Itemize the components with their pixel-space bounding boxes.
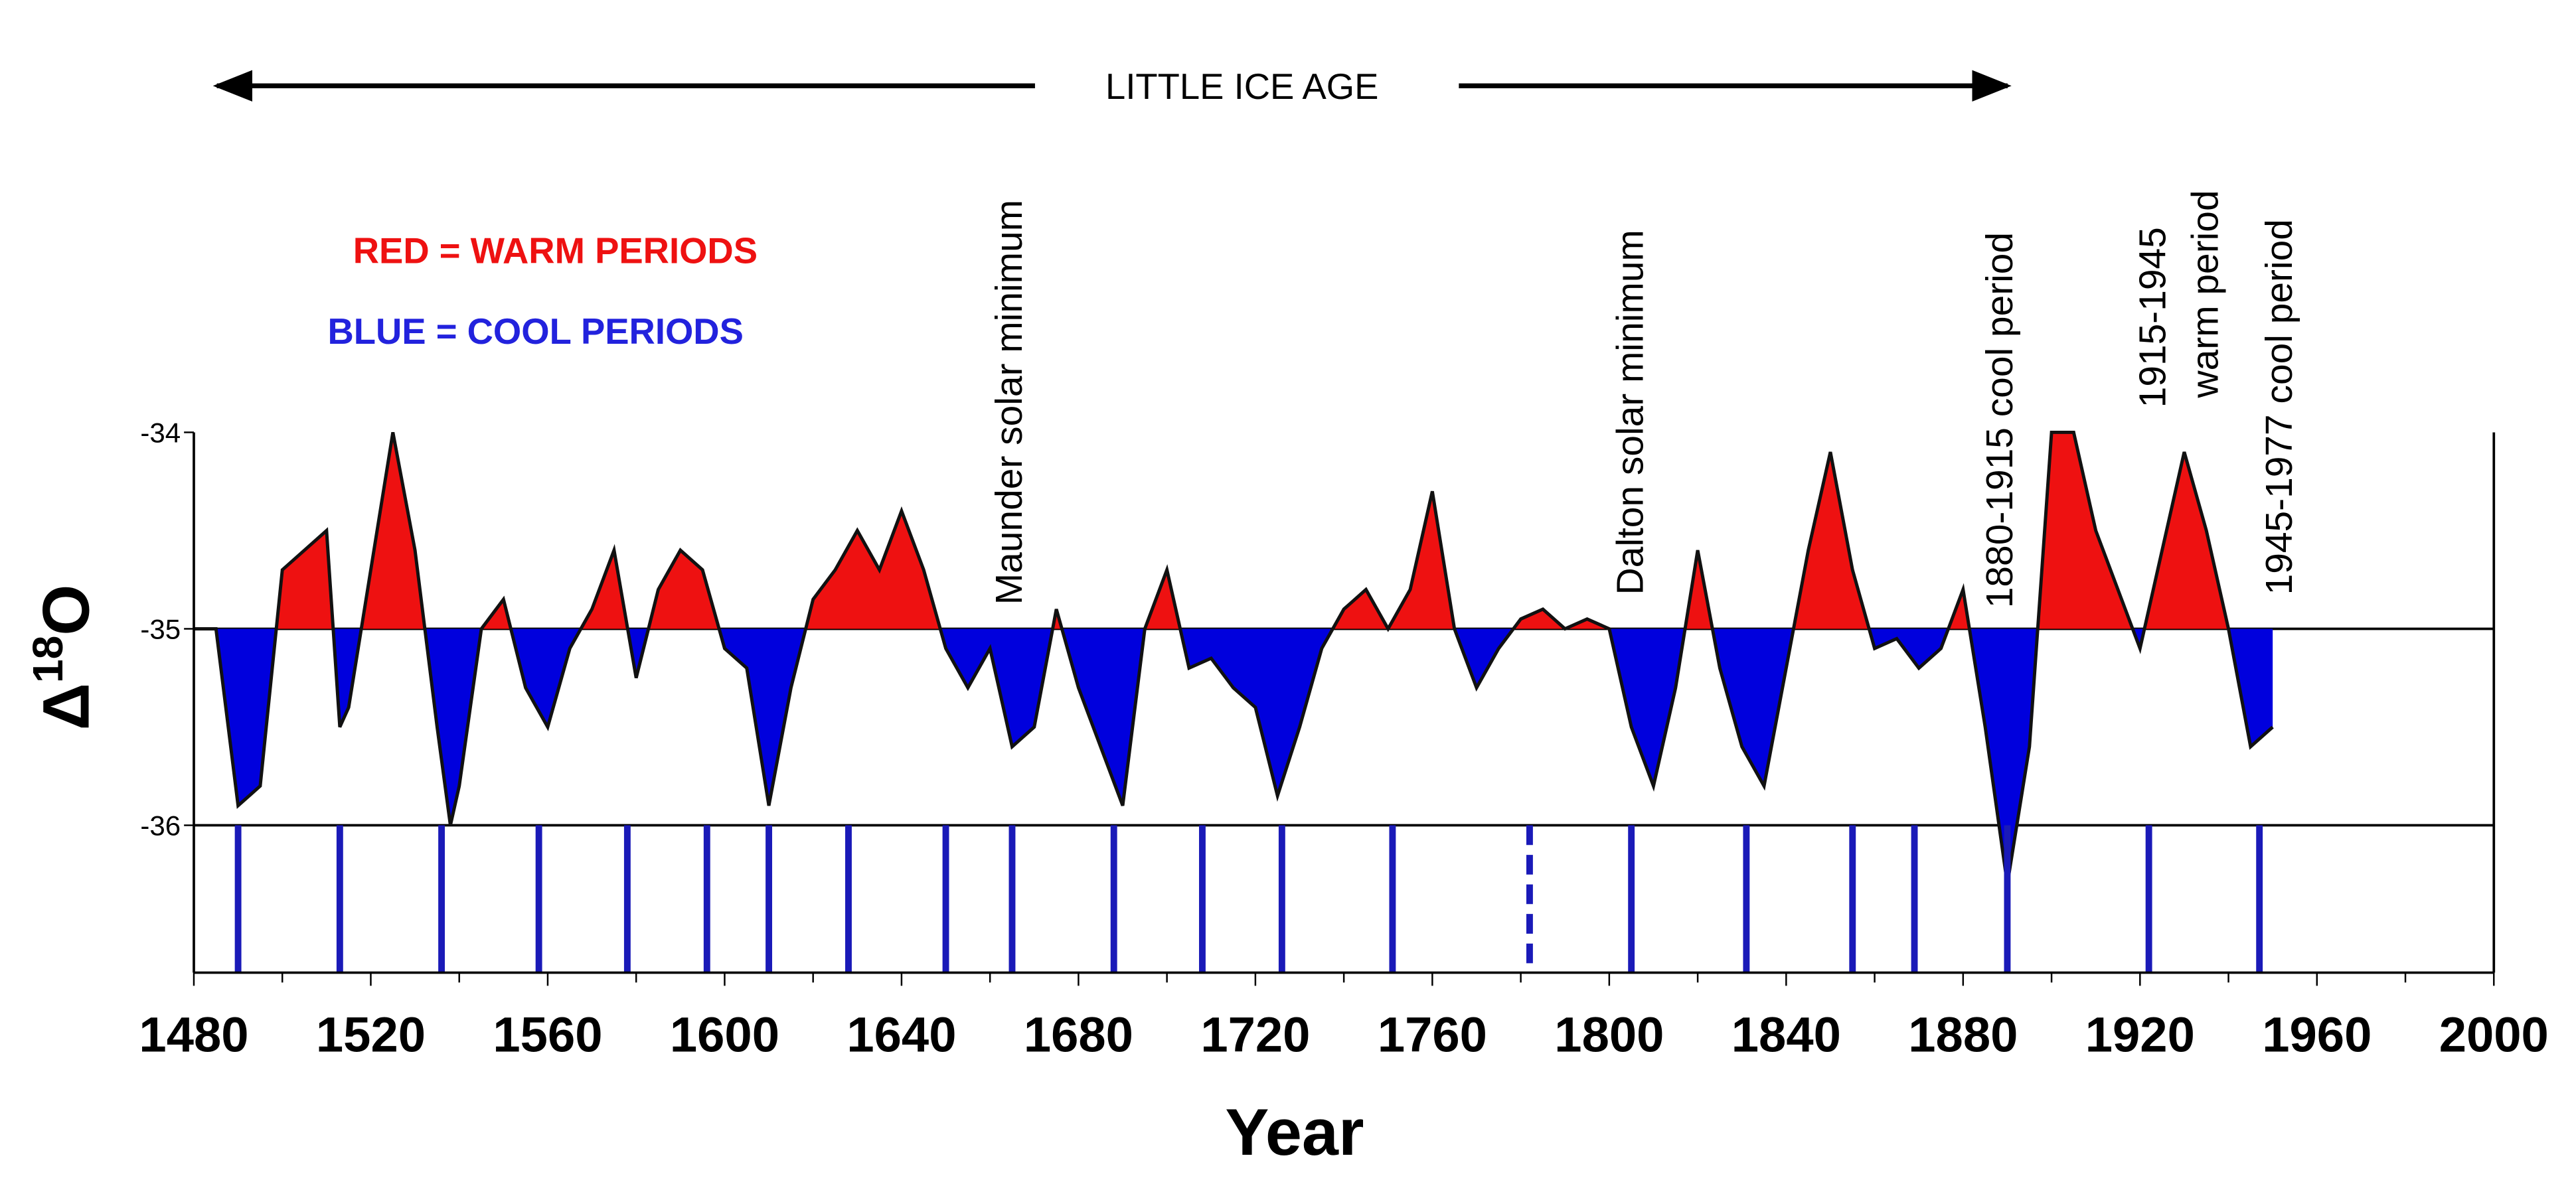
x-tick-label: 1520 xyxy=(316,1007,426,1062)
x-tick-label: 1680 xyxy=(1024,1007,1133,1062)
y-axis-label: Δ18O xyxy=(24,585,103,731)
x-tick-label: 1640 xyxy=(846,1007,956,1062)
legend-cool: BLUE = COOL PERIODS xyxy=(327,311,743,352)
y-label-main: Δ xyxy=(29,683,103,730)
x-tick-label: 1920 xyxy=(2085,1007,2195,1062)
x-tick-label: 1760 xyxy=(1378,1007,1487,1062)
x-tick-label: 1600 xyxy=(670,1007,779,1062)
warm-area xyxy=(193,432,2273,629)
y-tick-label: -34 xyxy=(140,417,181,448)
y-tick-label: -36 xyxy=(140,810,181,841)
annotation: 1915-1945 xyxy=(2131,227,2174,407)
x-tick-label: 1840 xyxy=(1731,1007,1841,1062)
x-tick-label: 1720 xyxy=(1200,1007,1310,1062)
annotation: warm period xyxy=(2184,190,2227,398)
annotation: Dalton solar minimum xyxy=(1609,230,1651,595)
x-tick-label: 1960 xyxy=(2262,1007,2372,1062)
annotation: 1945-1977 cool period xyxy=(2258,219,2300,595)
cool-area xyxy=(216,628,2273,885)
y-tick-label: -35 xyxy=(140,613,181,644)
x-tick-label: 1880 xyxy=(1908,1007,2018,1062)
annotation: 1880-1915 cool period xyxy=(1978,232,2021,608)
x-tick-label: 2000 xyxy=(2439,1007,2549,1062)
y-label-tail: O xyxy=(29,585,103,636)
legend-warm: RED = WARM PERIODS xyxy=(353,231,758,271)
x-tick-label: 1800 xyxy=(1554,1007,1664,1062)
y-label-sup: 18 xyxy=(24,636,72,684)
annotation: Maunder solar minimum xyxy=(988,200,1030,605)
x-tick-label: 1480 xyxy=(139,1007,248,1062)
data-line xyxy=(193,430,2274,885)
top-label: LITTLE ICE AGE xyxy=(1105,66,1378,107)
x-axis-label: Year xyxy=(1225,1095,1364,1169)
x-tick-label: 1560 xyxy=(493,1007,602,1062)
